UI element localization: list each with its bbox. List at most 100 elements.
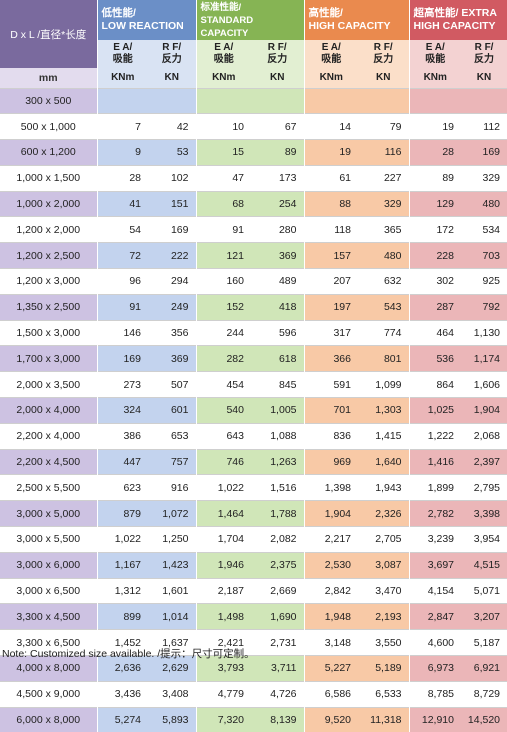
ea-value-cell: 540 — [195, 397, 251, 424]
group-label-cn: 超高性能/ EXTRA — [413, 7, 497, 19]
ea-label: E A/ — [321, 42, 341, 53]
size-cell: 1,000 x 2,000 — [0, 190, 97, 217]
rf-value-cell: 14,520 — [461, 706, 507, 732]
ea-unit: KNm — [96, 68, 148, 88]
size-cell: 1,200 x 2,500 — [0, 242, 97, 269]
size-header: D x L /直径*长度 — [0, 0, 97, 68]
ea-value-cell: 9,520 — [303, 706, 358, 732]
rf-value-cell: 2,705 — [358, 526, 409, 553]
size-cell: 500 x 1,000 — [0, 113, 97, 140]
table-row: 1,000 x 2,000 41 151 68 254 88 329 129 480 — [0, 190, 507, 217]
ea-unit: KNm — [195, 68, 251, 88]
rf-value-cell: 369 — [148, 345, 196, 372]
ea-value-cell: 12,910 — [408, 706, 461, 732]
ea-header: E A/吸能 — [96, 40, 148, 68]
rf-label: R F/ — [267, 42, 287, 53]
ea-value-cell: 3,436 — [96, 680, 148, 708]
rf-value-cell: 1,943 — [358, 474, 409, 501]
rf-value-cell — [461, 87, 507, 114]
ea-value-cell: 14 — [303, 113, 358, 140]
table-row: 1,500 x 3,000 146 356 244 596 317 774 464 1,130 — [0, 319, 507, 346]
rf-value-cell: 2,326 — [358, 500, 409, 527]
rf-value-cell: 480 — [461, 190, 507, 217]
rf-value-cell: 222 — [148, 242, 196, 269]
table-row: 3,000 x 5,000 879 1,072 1,464 1,788 1,904 2,32… — [0, 500, 507, 527]
rf-value-cell: 329 — [358, 190, 409, 217]
rf-value-cell: 1,005 — [251, 397, 304, 424]
ea-value-cell: 88 — [303, 190, 358, 217]
rf-value-cell: 2,669 — [251, 577, 304, 604]
ea-value-cell: 969 — [303, 448, 358, 475]
size-cell: 2,000 x 3,500 — [0, 371, 97, 398]
size-cell: 1,700 x 3,000 — [0, 345, 97, 372]
size-cell: 3,000 x 5,000 — [0, 500, 97, 527]
ea-value-cell: 1,452 — [96, 629, 148, 656]
rf-value-cell: 280 — [251, 216, 304, 243]
ea-value-cell — [96, 87, 148, 114]
ea-value-cell: 1,167 — [96, 551, 148, 579]
rf-value-cell: 227 — [358, 164, 409, 192]
rf-unit: KN — [251, 68, 304, 88]
ea-value-cell: 2,847 — [408, 603, 461, 630]
rf-value-cell: 1,072 — [148, 500, 196, 527]
rf-value-cell: 102 — [148, 164, 196, 192]
ea-label-cn: 吸能 — [321, 54, 342, 65]
ea-value-cell: 157 — [303, 242, 358, 269]
ea-value-cell: 9 — [96, 139, 148, 166]
size-cell: 1,350 x 2,500 — [0, 293, 97, 321]
rf-unit: KN — [461, 68, 507, 88]
rf-value-cell: 356 — [148, 319, 196, 346]
ea-value-cell: 91 — [195, 216, 251, 243]
ea-value-cell: 2,421 — [195, 629, 251, 656]
ea-value-cell: 1,948 — [303, 603, 358, 630]
ea-value-cell: 1,025 — [408, 397, 461, 424]
ea-label: E A/ — [425, 42, 445, 53]
ea-value-cell: 2,782 — [408, 500, 461, 527]
mm-unit: mm — [0, 68, 97, 88]
size-cell: 3,300 x 6,500 — [0, 629, 97, 656]
rf-value-cell: 5,187 — [461, 629, 507, 656]
group-header-standard-capacity: 标准性能/STANDARD CAPACITY — [195, 0, 304, 40]
ea-value-cell: 54 — [96, 216, 148, 243]
group-label-en: STANDARD CAPACITY — [200, 14, 254, 39]
rf-value-cell: 757 — [148, 448, 196, 475]
rf-value-cell: 507 — [148, 371, 196, 398]
rf-value-cell: 792 — [461, 293, 507, 321]
rf-value-cell: 3,207 — [461, 603, 507, 630]
ea-value-cell: 536 — [408, 345, 461, 372]
rf-value-cell: 2,375 — [251, 551, 304, 579]
ea-value-cell: 146 — [96, 319, 148, 346]
ea-value-cell: 1,946 — [195, 551, 251, 579]
rf-value-cell: 596 — [251, 319, 304, 346]
rf-value-cell: 1,088 — [251, 422, 304, 450]
rf-value-cell: 2,082 — [251, 526, 304, 553]
rf-value-cell: 11,318 — [358, 706, 409, 732]
ea-value-cell: 2,187 — [195, 577, 251, 604]
rf-value-cell — [251, 87, 304, 114]
ea-value-cell: 1,704 — [195, 526, 251, 553]
rf-value-cell: 5,071 — [461, 577, 507, 604]
ea-value-cell — [195, 87, 251, 114]
rf-value-cell: 329 — [461, 164, 507, 192]
ea-value-cell: 10 — [195, 113, 251, 140]
ea-value-cell: 1,312 — [96, 577, 148, 604]
rf-value-cell — [358, 87, 409, 114]
ea-value-cell: 464 — [408, 319, 461, 346]
ea-value-cell: 879 — [96, 500, 148, 527]
rf-value-cell: 1,606 — [461, 371, 507, 398]
ea-value-cell: 47 — [195, 164, 251, 192]
ea-label: E A/ — [113, 42, 133, 53]
ea-value-cell: 160 — [195, 268, 251, 295]
rf-value-cell: 1,423 — [148, 551, 196, 579]
ea-value-cell: 7,320 — [195, 706, 251, 732]
table-row: 1,350 x 2,500 91 249 152 418 197 543 287 792 — [0, 293, 507, 321]
size-cell: 1,000 x 1,500 — [0, 164, 97, 192]
ea-value-cell: 302 — [408, 268, 461, 295]
ea-value-cell: 172 — [408, 216, 461, 243]
rf-unit: KN — [358, 68, 409, 88]
rf-value-cell: 2,068 — [461, 422, 507, 450]
ea-value-cell: 643 — [195, 422, 251, 450]
rf-value-cell: 5,893 — [148, 706, 196, 732]
size-cell: 6,000 x 8,000 — [0, 706, 97, 732]
